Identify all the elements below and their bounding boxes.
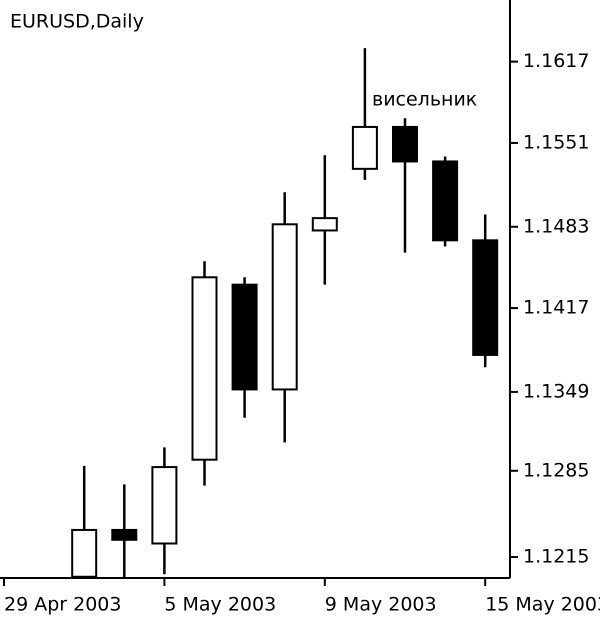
annotation: висельник [372,89,477,111]
candle-body [392,125,418,163]
candle-body [271,223,298,391]
y-tick-label: 1.1215 [523,546,589,568]
candle-body [472,239,499,356]
candle-body [71,528,98,578]
y-tick-label: 1.1483 [523,215,589,237]
x-tick-label: 15 May 2003 [485,594,600,616]
candle-body [432,160,459,242]
y-tick-label: 1.1417 [523,297,589,319]
x-tick-label: 29 Apr 2003 [4,594,121,616]
x-tick-label: 9 May 2003 [325,594,437,616]
y-tick-label: 1.1551 [523,131,589,153]
candle-body [151,466,178,545]
candle-body [231,283,258,391]
y-tick-label: 1.1349 [523,380,589,402]
candle-body [111,528,138,541]
chart-title: EURUSD,Daily [10,11,144,33]
y-tick-label: 1.1617 [523,50,589,72]
x-tick-label: 5 May 2003 [164,594,276,616]
candle-body [191,276,218,461]
candle-body [311,217,338,232]
y-tick-label: 1.1285 [523,459,589,481]
candle-body [351,125,378,170]
